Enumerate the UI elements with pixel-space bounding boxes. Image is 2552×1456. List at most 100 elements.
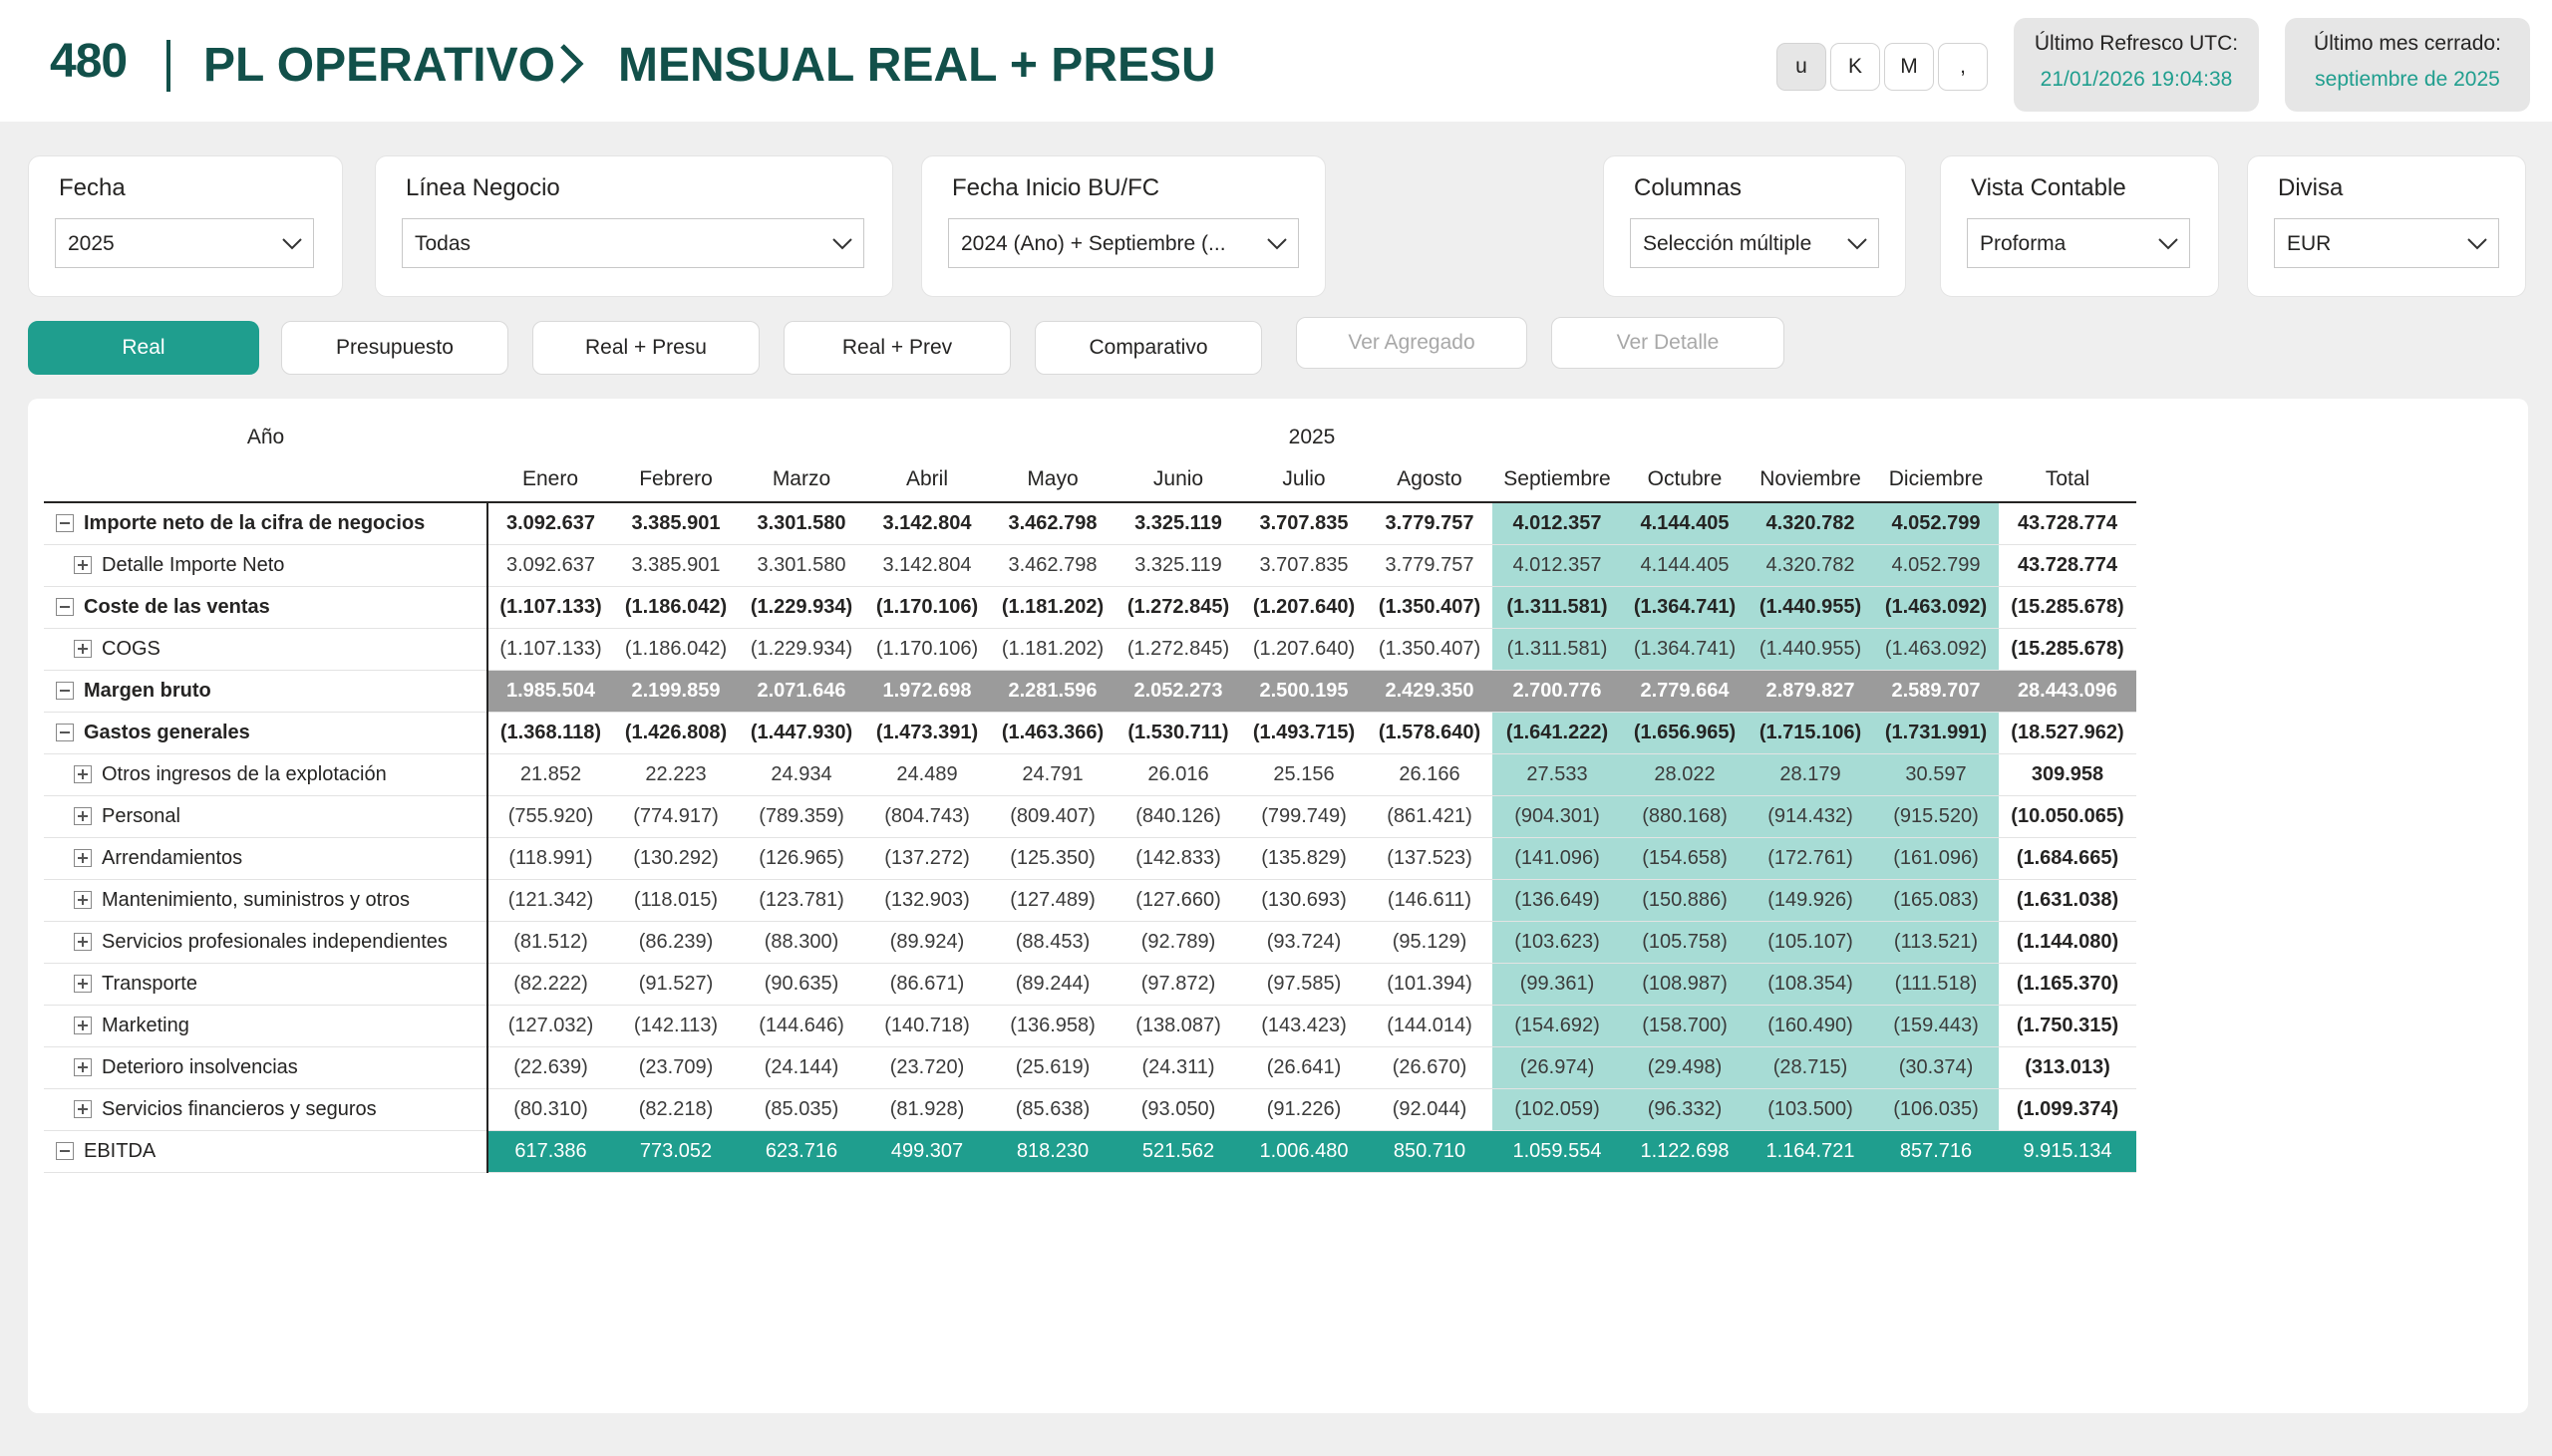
view-real-prev-button[interactable]: Real + Prev [784,321,1011,375]
total-cell: (15.285.678) [1999,586,2136,629]
chevron-down-icon [2467,238,2487,250]
value-cell: (158.700) [1622,1005,1748,1047]
row-label-cell: Servicios profesionales independientes [44,921,488,964]
view-real-button[interactable]: Real [28,321,259,375]
row-label-cell: EBITDA [44,1130,488,1173]
linea-negocio-dropdown[interactable]: Todas [402,218,864,268]
value-cell: (172.761) [1748,837,1873,880]
value-cell: (81.928) [864,1088,990,1131]
chevron-down-icon [832,238,852,250]
value-cell: 2.879.827 [1748,670,1873,713]
month-header[interactable]: Septiembre [1492,456,1622,503]
value-cell: (102.059) [1492,1088,1622,1131]
month-header[interactable]: Octubre [1622,456,1748,503]
table-row: Servicios financieros y seguros (80.310)(… [44,1088,2136,1131]
total-cell: (18.527.962) [1999,712,2136,754]
row-label-wrap: Personal [44,805,486,828]
month-header[interactable]: Abril [864,456,990,503]
pl-matrix-table: Año 2025 Enero Febrero Marzo Abril Mayo … [44,419,2136,1173]
collapse-icon[interactable] [56,514,74,533]
value-cell: 24.489 [864,753,990,796]
filter-linea-negocio: Línea Negocio Todas [375,155,893,297]
view-presupuesto-button[interactable]: Presupuesto [281,321,508,375]
value-cell: (82.218) [613,1088,739,1131]
unit-button-u[interactable]: u [1776,43,1826,91]
value-cell: 3.325.119 [1116,502,1241,545]
collapse-icon[interactable] [56,598,74,616]
dropdown-value: Proforma [1980,232,2067,255]
month-header[interactable]: Enero [487,456,613,503]
expand-icon[interactable] [74,933,92,951]
value-cell: (108.354) [1748,963,1873,1006]
expand-icon[interactable] [74,975,92,993]
value-cell: 2.052.273 [1116,670,1241,713]
total-header[interactable]: Total [1999,456,2136,503]
view-real-presu-button[interactable]: Real + Presu [532,321,760,375]
table-row: Personal (755.920) (774.917) (789.359) (804.… [44,795,2136,838]
month-header[interactable]: Mayo [990,456,1116,503]
value-cell: (799.749) [1241,795,1367,838]
value-cell: 24.791 [990,753,1116,796]
dropdown-value: 2024 (Ano) + Septiembre (... [961,232,1226,255]
total-cell: (1.165.370) [1999,963,2136,1006]
page-subtitle: MENSUAL REAL + PRESU [618,39,1216,92]
collapse-icon[interactable] [56,1142,74,1160]
unit-button-m[interactable]: M [1884,43,1934,91]
value-cell: (89.924) [864,921,990,964]
value-cell: 4.144.405 [1622,544,1748,587]
filter-label: Columnas [1634,174,1743,201]
value-cell: 2.071.646 [739,670,864,713]
value-cell: (88.300) [739,921,864,964]
value-cell: (118.015) [613,879,739,922]
table-row: COGS (1.107.133) (1.186.042) (1.229.934) (1.… [44,628,2136,671]
divisa-dropdown[interactable]: EUR [2274,218,2499,268]
expand-icon[interactable] [74,807,92,825]
month-header[interactable]: Julio [1241,456,1367,503]
month-header[interactable]: Marzo [739,456,864,503]
value-cell: (123.781) [739,879,864,922]
month-header[interactable]: Agosto [1367,456,1492,503]
expand-icon[interactable] [74,1017,92,1034]
month-header[interactable]: Junio [1116,456,1241,503]
value-cell: 1.985.504 [487,670,613,713]
month-header[interactable]: Noviembre [1748,456,1873,503]
unit-button-k[interactable]: K [1830,43,1880,91]
expand-icon[interactable] [74,891,92,909]
value-cell: 2.429.350 [1367,670,1492,713]
value-cell: (861.421) [1367,795,1492,838]
value-cell: (97.585) [1241,963,1367,1006]
value-cell: 4.052.799 [1873,502,1999,545]
value-cell: (24.311) [1116,1046,1241,1089]
ver-detalle-button[interactable]: Ver Detalle [1551,317,1784,369]
fecha-dropdown[interactable]: 2025 [55,218,314,268]
value-cell: 3.385.901 [613,502,739,545]
ver-agregado-button[interactable]: Ver Agregado [1296,317,1527,369]
expand-icon[interactable] [74,765,92,783]
row-label: Importe neto de la cifra de negocios [84,511,426,534]
expand-icon[interactable] [74,1100,92,1118]
vista-contable-dropdown[interactable]: Proforma [1967,218,2190,268]
value-cell: (24.144) [739,1046,864,1089]
expand-icon[interactable] [74,1058,92,1076]
table-row: Arrendamientos (118.991) (130.292) (126.965… [44,837,2136,880]
month-header[interactable]: Febrero [613,456,739,503]
value-cell: (91.527) [613,963,739,1006]
collapse-icon[interactable] [56,724,74,741]
expand-icon[interactable] [74,640,92,658]
unit-button-comma[interactable]: , [1938,43,1988,91]
row-label: Marketing [102,1014,189,1036]
value-cell: (1.181.202) [990,628,1116,671]
value-cell: (130.693) [1241,879,1367,922]
collapse-icon[interactable] [56,682,74,700]
month-header[interactable]: Diciembre [1873,456,1999,503]
value-cell: (130.292) [613,837,739,880]
row-label-wrap: Transporte [44,973,486,996]
columnas-dropdown[interactable]: Selección múltiple [1630,218,1879,268]
fecha-inicio-dropdown[interactable]: 2024 (Ano) + Septiembre (... [948,218,1299,268]
value-cell: (1.364.741) [1622,628,1748,671]
row-label-cell: Gastos generales [44,712,488,754]
expand-icon[interactable] [74,849,92,867]
expand-icon[interactable] [74,556,92,574]
value-cell: 21.852 [487,753,613,796]
view-comparativo-button[interactable]: Comparativo [1035,321,1262,375]
